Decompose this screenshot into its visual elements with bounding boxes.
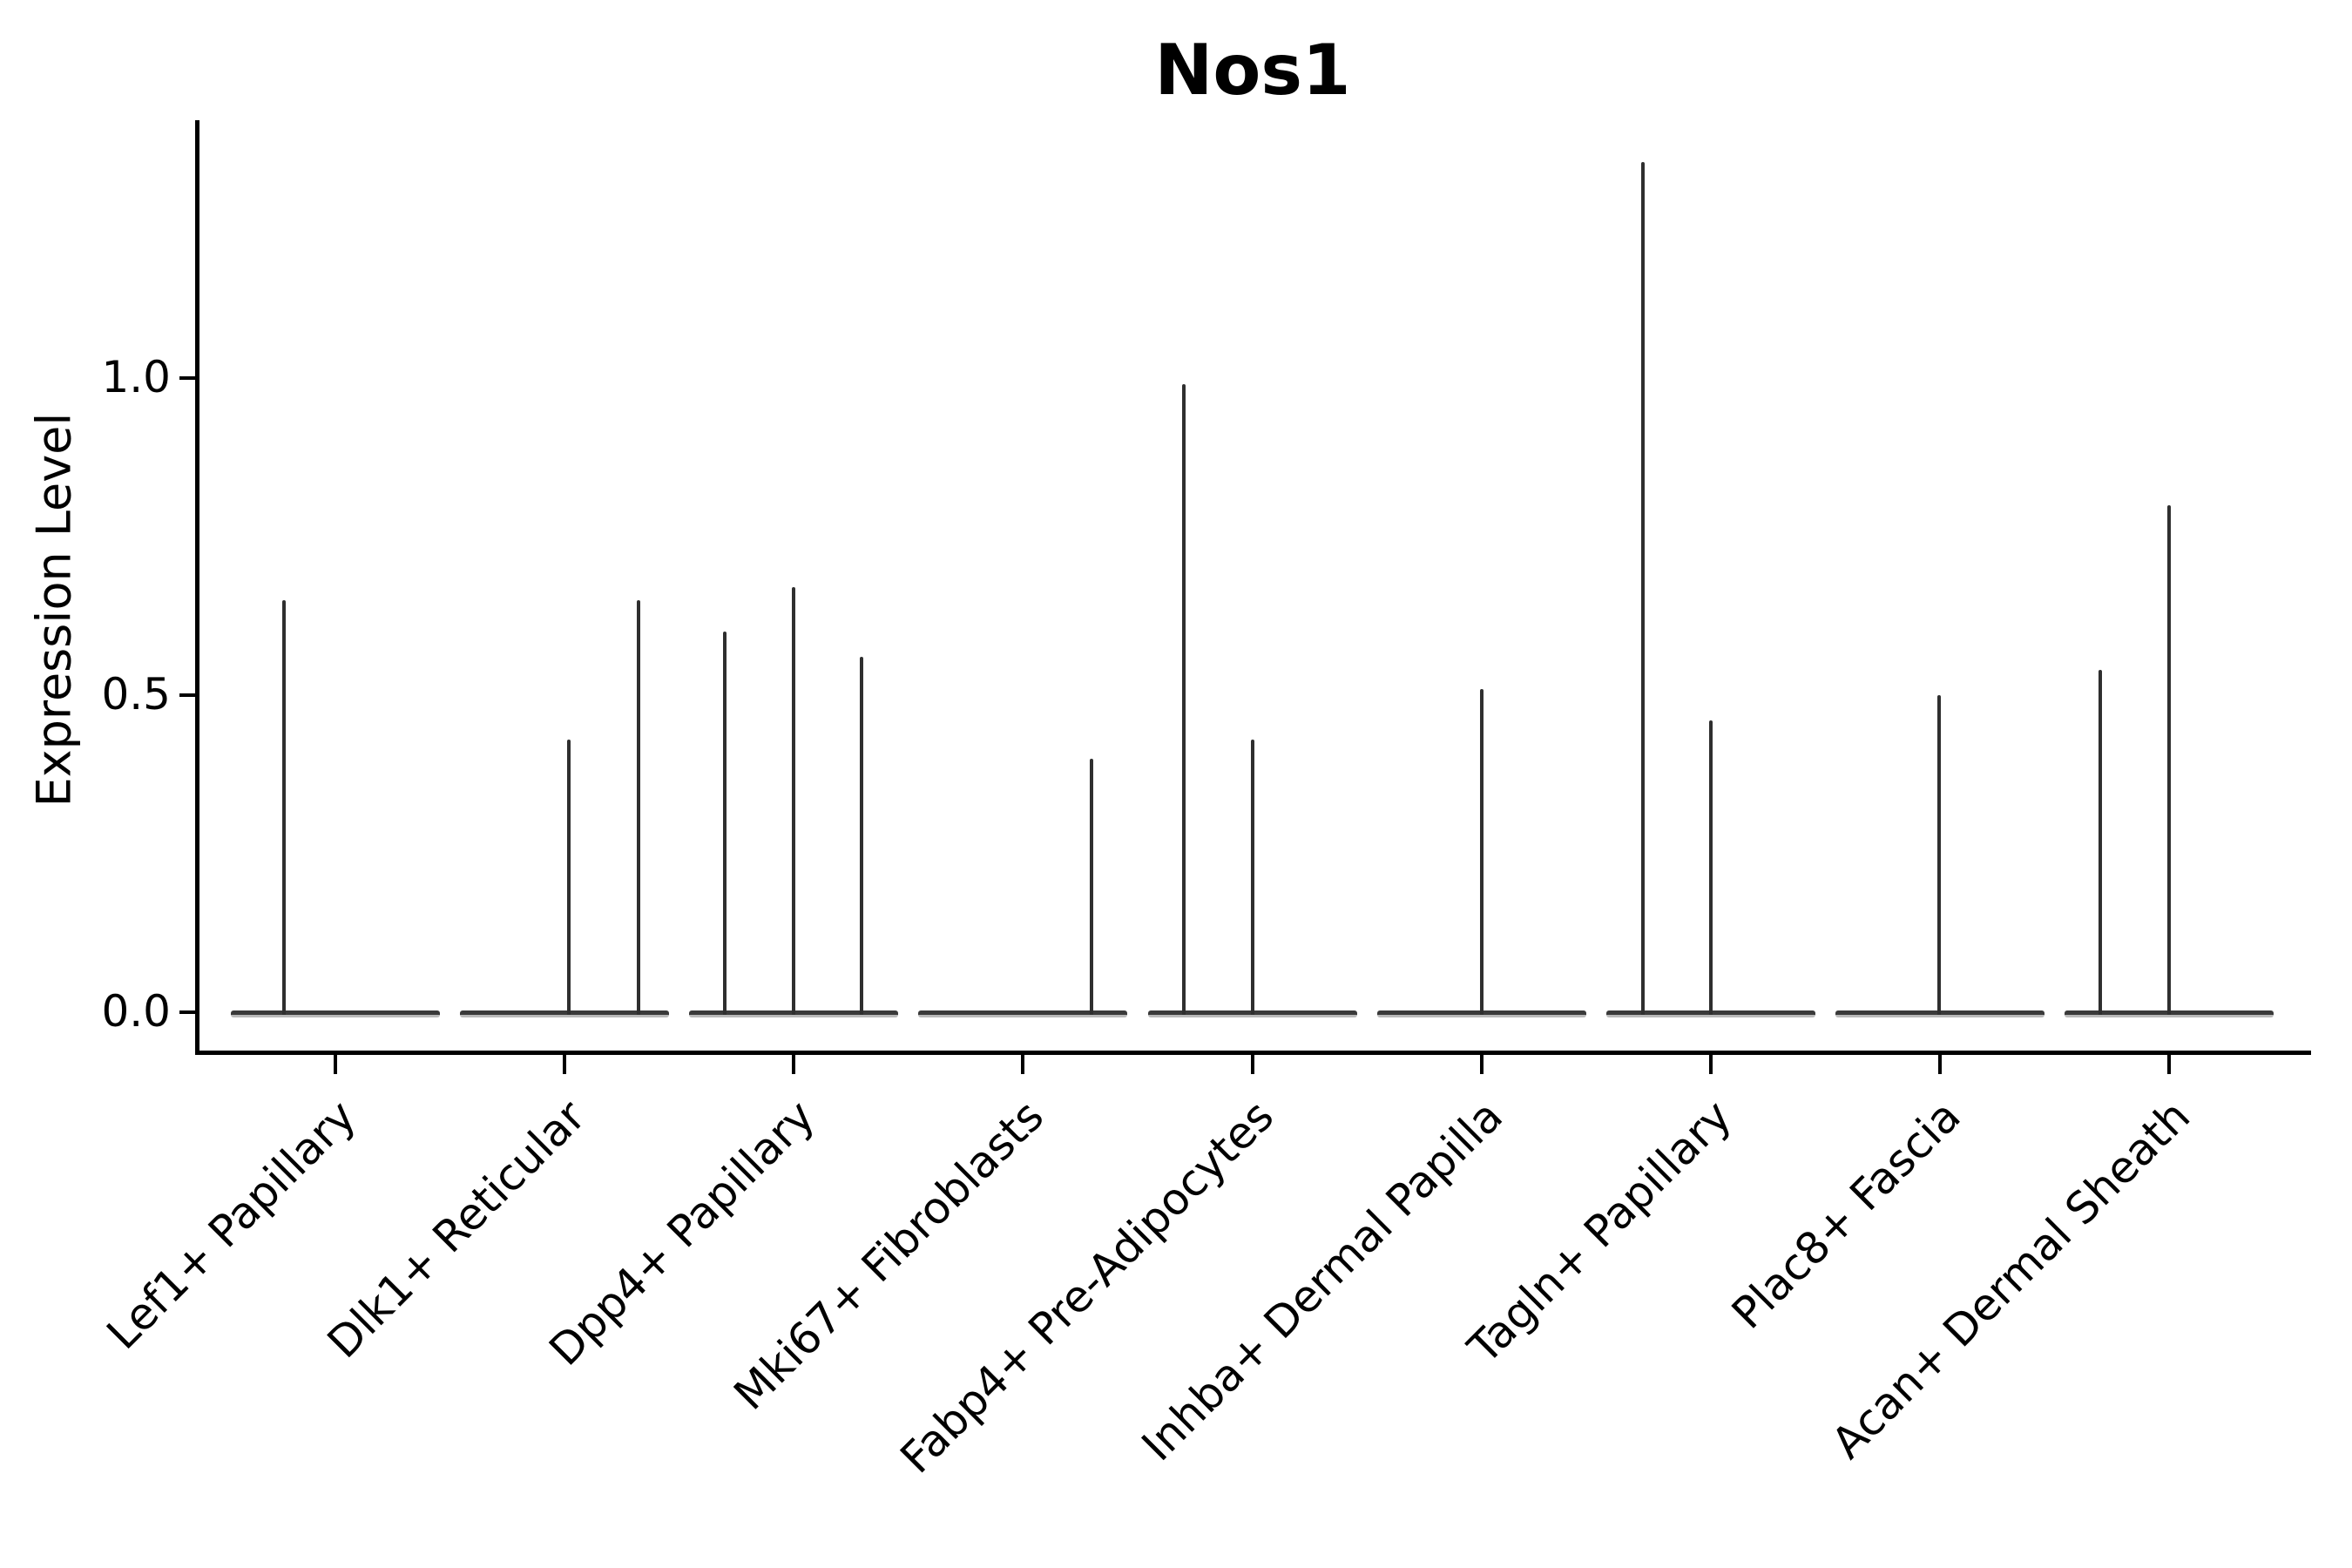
y-tick — [179, 693, 197, 697]
y-axis-label: Expression Level — [26, 412, 82, 808]
violin-spike — [282, 600, 286, 1015]
chart-title: Nos1 — [1154, 30, 1351, 111]
y-axis-spine — [195, 120, 199, 1055]
x-tick — [334, 1055, 337, 1074]
violin-baseline — [460, 1010, 669, 1017]
violin-spike — [1251, 740, 1254, 1015]
x-tick-label: Fabp4+ Pre-Adipocytes — [890, 1091, 1284, 1484]
violin-spike — [2167, 505, 2171, 1015]
y-tick-label: 0.0 — [101, 986, 171, 1037]
x-tick — [1021, 1055, 1024, 1074]
violin-spike — [567, 740, 571, 1015]
x-tick — [1251, 1055, 1254, 1074]
violin-spike — [792, 587, 795, 1015]
x-tick — [1480, 1055, 1484, 1074]
violin-baseline — [231, 1010, 440, 1017]
x-tick-label: Lef1+ Papillary — [97, 1091, 367, 1360]
x-tick — [2167, 1055, 2171, 1074]
violin-spike — [1937, 695, 1941, 1015]
x-tick — [563, 1055, 566, 1074]
x-tick — [1938, 1055, 1942, 1074]
violin-spike — [1182, 384, 1186, 1015]
x-tick — [792, 1055, 795, 1074]
y-tick-label: 0.5 — [101, 669, 171, 720]
violin-spike — [1480, 689, 1484, 1015]
x-axis-spine — [195, 1051, 2311, 1055]
violin-spike — [860, 657, 863, 1015]
x-tick-label: Plac8+ Fascia — [1722, 1091, 1971, 1339]
violin-spike — [1641, 162, 1645, 1015]
violin-spike — [2099, 670, 2102, 1015]
violin-spike — [637, 600, 640, 1015]
y-tick-label: 1.0 — [101, 352, 171, 402]
violin-spike — [1709, 720, 1713, 1015]
violin-spike — [723, 632, 727, 1015]
y-tick — [179, 376, 197, 380]
y-tick — [179, 1010, 197, 1014]
violin-spike — [1090, 759, 1093, 1015]
violin-baseline — [918, 1010, 1127, 1017]
x-tick — [1709, 1055, 1713, 1074]
